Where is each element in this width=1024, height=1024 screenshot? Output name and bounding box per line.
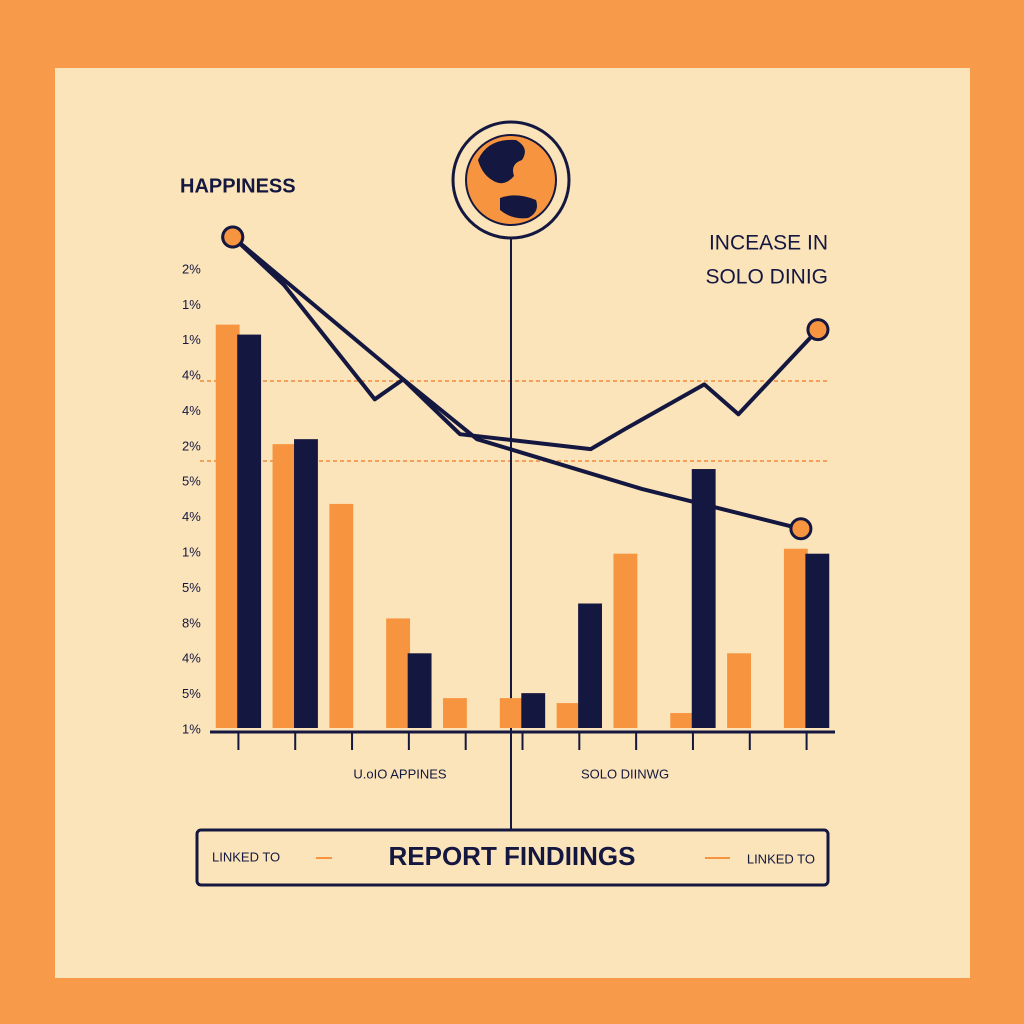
- y-axis-label: 5%: [182, 474, 201, 489]
- bar: [237, 334, 262, 728]
- group-label: U.oIO APPINES: [353, 766, 447, 781]
- y-axis-label: 5%: [182, 686, 201, 701]
- footer-right: LINKED TO: [747, 851, 815, 866]
- bar: [499, 698, 524, 728]
- line-marker: [806, 318, 830, 342]
- bar: [521, 693, 546, 728]
- bar: [386, 618, 411, 728]
- footer-title: REPORT FINDIINGS: [388, 841, 635, 871]
- bar: [727, 653, 751, 728]
- y-axis-label: 4%: [182, 403, 201, 418]
- y-axis-label: 4%: [182, 368, 201, 383]
- trend-line: [231, 235, 802, 531]
- globe-icon: [451, 120, 571, 240]
- y-axis-label: 8%: [182, 615, 201, 630]
- y-axis-label: 2%: [182, 261, 201, 276]
- bar: [805, 553, 830, 728]
- bar: [783, 548, 808, 728]
- group-label: SOLO DIINWG: [581, 766, 669, 781]
- bar: [556, 703, 581, 728]
- bar: [613, 553, 638, 728]
- y-axis-label: 1%: [182, 297, 201, 312]
- trend-line: [231, 235, 820, 452]
- bar: [691, 469, 716, 728]
- y-axis-label: 4%: [182, 651, 201, 666]
- y-axis-label: 1%: [182, 721, 201, 736]
- y-axis-label: 1%: [182, 545, 201, 560]
- line-marker: [221, 225, 245, 249]
- footer-box: [195, 828, 830, 887]
- y-axis-label: 2%: [182, 438, 201, 453]
- annotation: SOLO DINIG: [705, 266, 828, 289]
- y-axis-label: 5%: [182, 580, 201, 595]
- bar: [407, 653, 432, 728]
- footer-left: LINKED TO: [212, 849, 280, 864]
- line-marker: [789, 517, 813, 541]
- y-axis-label: 1%: [182, 332, 201, 347]
- bar: [578, 603, 602, 728]
- y-axis-label: 4%: [182, 509, 201, 524]
- bar: [443, 698, 467, 728]
- bar: [329, 503, 354, 728]
- bar: [272, 444, 297, 728]
- chart-title: HAPPINESS: [180, 175, 296, 197]
- annotation: INCEASE IN: [709, 232, 828, 255]
- bar: [294, 439, 318, 728]
- bar: [215, 324, 240, 728]
- bar: [670, 713, 695, 728]
